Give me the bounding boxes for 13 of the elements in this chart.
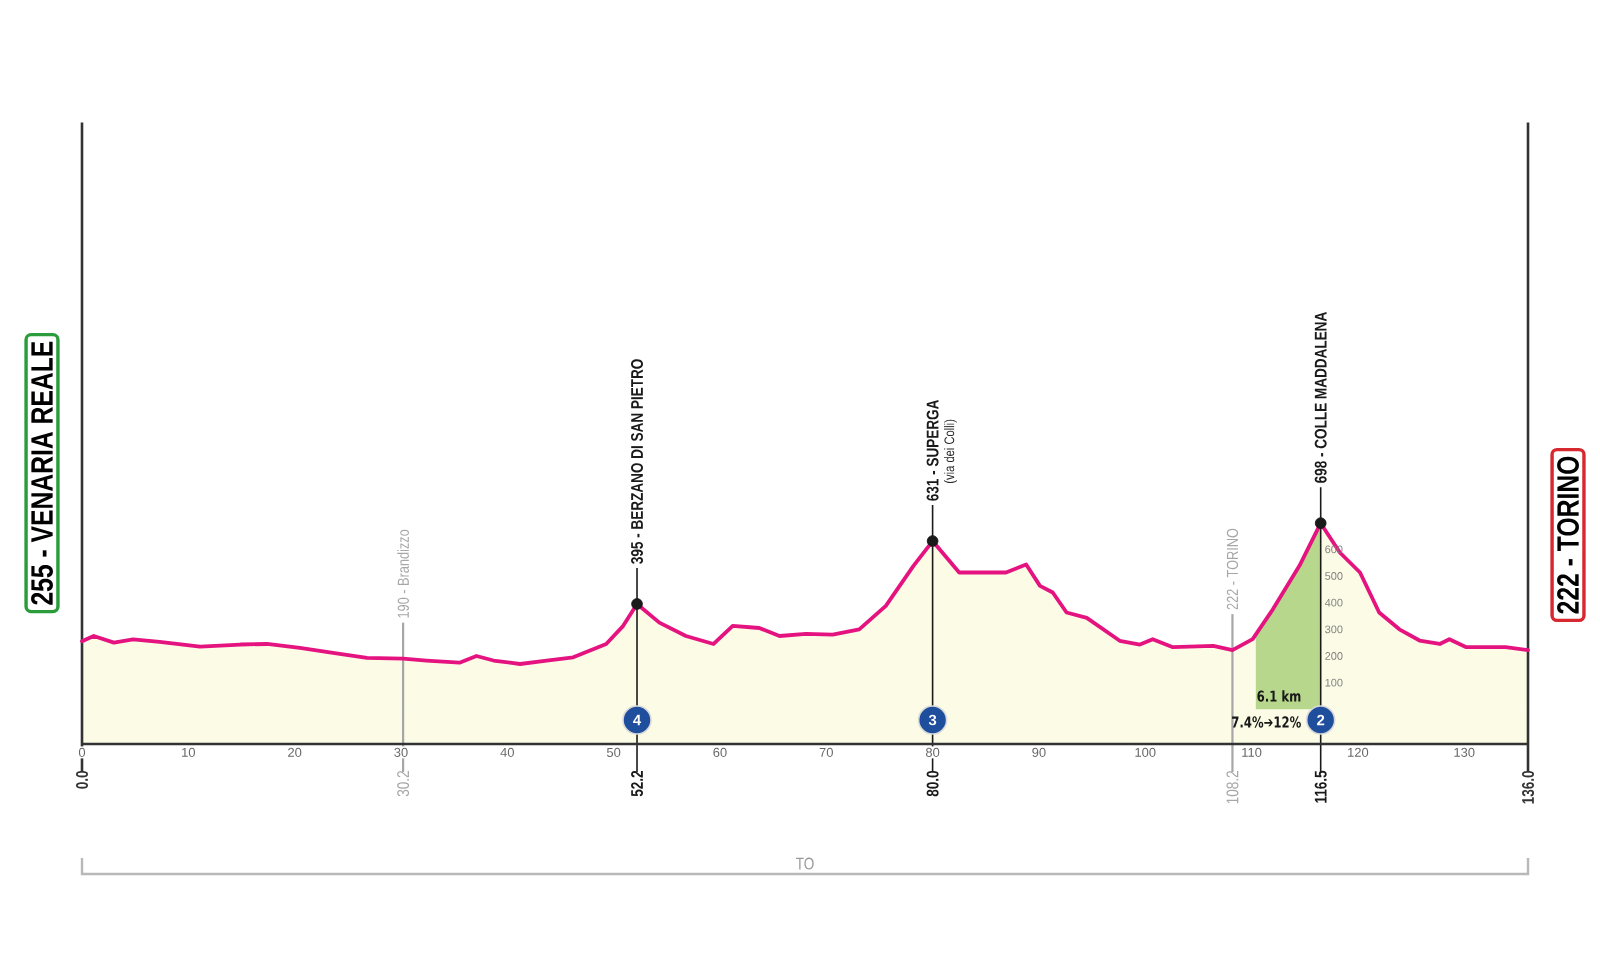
x2-tick-label: 108.2: [1226, 771, 1239, 804]
ref-line-label: 631 - SUPERGA: [926, 399, 939, 501]
x2-tick-label: 0.0: [76, 770, 88, 789]
text: TO: [796, 857, 814, 870]
x2-tick-label: 136.0: [1522, 770, 1535, 804]
x2-tick-label: 30.2: [397, 771, 410, 797]
ref-line-label: 222 - TORINO: [1557, 456, 1579, 614]
ref-line-label: 395 - BERZANO DI SAN PIETRO: [631, 359, 644, 564]
x2-tick-label: 52.2: [631, 770, 643, 797]
ref-line-label: 255 - VENARIA REALE: [31, 341, 53, 605]
x2-tick-label: 80.0: [926, 770, 939, 797]
ref-line-label: 698 - COLLE MADDALENA: [1314, 312, 1327, 483]
x2-tick-label: 116.5: [1314, 770, 1327, 803]
